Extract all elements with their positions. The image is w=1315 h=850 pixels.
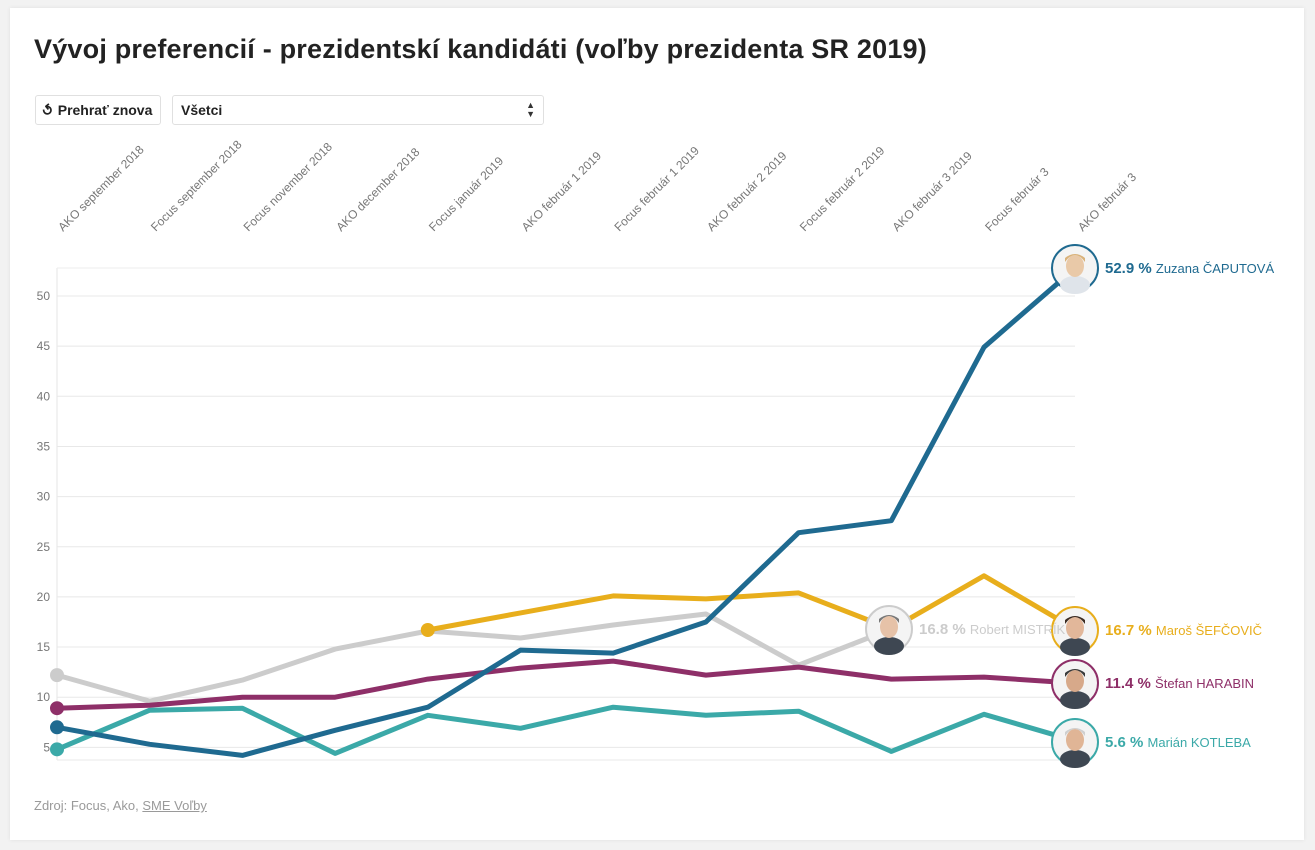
series-start-marker: [420, 622, 435, 637]
source-link[interactable]: SME Voľby: [142, 798, 207, 813]
y-tick-label: 20: [37, 590, 51, 604]
series-start-marker: [50, 701, 64, 716]
x-tick-label: Focus február 3: [982, 165, 1052, 235]
series-line: [54, 264, 1080, 758]
page-title: Vývoj preferencií - prezidentskí kandidá…: [34, 34, 927, 64]
series-end-label: 16.7 % Maroš ŠEFČOVIČ: [1105, 622, 1262, 639]
y-tick-label: 50: [37, 289, 51, 303]
series-value: 5.6 %: [1105, 734, 1148, 751]
series-name: Robert MISTRÍK: [970, 622, 1066, 637]
y-tick-label: 5: [43, 740, 50, 754]
series-value: 16.7 %: [1105, 622, 1156, 639]
y-tick-label: 30: [37, 490, 51, 504]
x-tick-label: Focus február 2 2019: [797, 143, 888, 234]
y-tick-label: 40: [37, 389, 51, 403]
series-line: [54, 704, 1080, 756]
series-name: Maroš ŠEFČOVIČ: [1156, 623, 1262, 638]
avatar-hair: [879, 615, 899, 623]
select-arrows-icon: ▲ ▼: [526, 100, 535, 119]
avatar-shoulders: [1060, 276, 1090, 294]
x-tick-label: AKO september 2018: [55, 142, 147, 234]
avatar-face: [880, 616, 898, 638]
avatar-shoulders: [1060, 691, 1090, 709]
series-line: [54, 658, 1080, 711]
candidate-filter-value: Všetci: [181, 102, 223, 118]
avatar-hair: [1065, 616, 1085, 624]
avatar-face: [1066, 670, 1084, 692]
y-tick-label: 45: [37, 339, 51, 353]
series-end-label: 11.4 % Štefan HARABIN: [1105, 675, 1254, 692]
series-value: 16.8 %: [919, 621, 970, 638]
avatar-shoulders: [1060, 638, 1090, 656]
y-tick-label: 15: [37, 640, 51, 654]
avatar-shoulders: [1060, 750, 1090, 768]
avatar-hair: [1065, 728, 1085, 736]
x-tick-label: Focus január 2019: [426, 154, 506, 234]
series-start-marker: [50, 668, 64, 683]
source-prefix: Zdroj: Focus, Ako,: [34, 798, 143, 813]
y-tick-label: 10: [37, 690, 51, 704]
avatar-hair: [1065, 669, 1085, 677]
avatar-shoulders: [874, 637, 904, 655]
series-value: 52.9 %: [1105, 260, 1156, 277]
series-line: [425, 573, 1080, 633]
series-end-label: 16.8 % Robert MISTRÍK: [919, 621, 1066, 638]
replay-button[interactable]: ↺ Prehrať znova: [35, 95, 161, 125]
x-tick-label: AKO február 3: [1075, 170, 1139, 234]
y-tick-label: 35: [37, 439, 51, 453]
series-name: Marián KOTLEBA: [1148, 735, 1252, 750]
x-tick-label: AKO február 2 2019: [704, 149, 790, 235]
x-tick-label: AKO december 2018: [333, 145, 422, 234]
x-tick-label: Focus február 1 2019: [611, 143, 702, 234]
source-note: Zdroj: Focus, Ako, SME Voľby: [34, 798, 207, 813]
series-start-marker: [50, 720, 64, 735]
avatar-hair: [1065, 254, 1085, 262]
avatar-face: [1066, 617, 1084, 639]
series-end-label: 52.9 % Zuzana ČAPUTOVÁ: [1105, 260, 1274, 277]
y-tick-label: 25: [37, 540, 51, 554]
replay-button-label: Prehrať znova: [57, 102, 153, 118]
candidate-filter-select[interactable]: Všetci ▲ ▼: [172, 95, 544, 125]
x-tick-label: Focus september 2018: [148, 137, 245, 234]
x-tick-label: AKO február 3 2019: [890, 149, 976, 235]
series-start-marker: [50, 742, 64, 757]
series-name: Zuzana ČAPUTOVÁ: [1156, 261, 1275, 276]
x-tick-label: Focus november 2018: [241, 140, 336, 235]
series-line: [54, 611, 894, 704]
avatar-face: [1066, 255, 1084, 277]
series-value: 11.4 %: [1105, 675, 1155, 692]
series-name: Štefan HARABIN: [1155, 676, 1254, 691]
chart-card: Vývoj preferencií - prezidentskí kandidá…: [10, 8, 1304, 840]
x-tick-label: AKO február 1 2019: [519, 149, 605, 235]
avatar-face: [1066, 729, 1084, 751]
series-end-label: 5.6 % Marián KOTLEBA: [1105, 734, 1251, 751]
